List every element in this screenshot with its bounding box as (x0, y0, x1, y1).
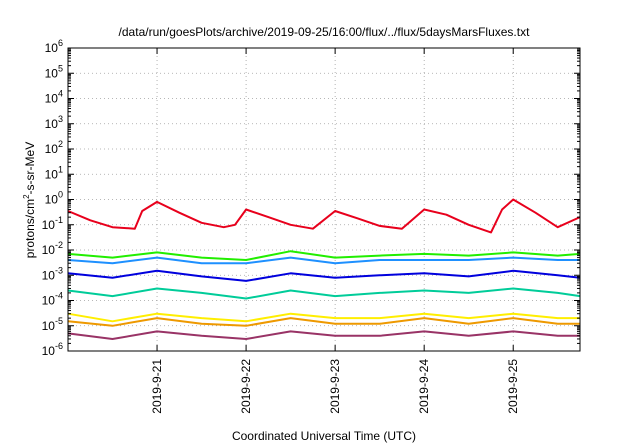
y-tick-label: 10-3 (42, 265, 63, 282)
x-tick-label: 2019-9-24 (417, 359, 431, 414)
y-tick-label: 104 (45, 89, 63, 106)
series-line-3 (67, 256, 580, 265)
y-tick-label: 10-1 (42, 215, 63, 232)
series-line-1 (67, 198, 581, 234)
y-tick-label: 10-6 (42, 341, 63, 358)
y-tick-label: 10-2 (42, 240, 63, 257)
y-axis: 10-6 10-5 10-4 10-3 10-2 10-1 100 101 102 103 104 1… (42, 38, 580, 358)
series-line-7 (67, 317, 580, 327)
y-tick-label: 105 (45, 63, 63, 80)
series-layer (67, 198, 581, 340)
y-tick-label: 106 (45, 38, 63, 55)
y-tick-label: 101 (45, 164, 63, 181)
series-line-2 (67, 250, 581, 261)
y-axis-title-main: protons/cm (23, 199, 37, 258)
x-tick-label: 2019-9-22 (239, 359, 253, 414)
series-line-4 (67, 269, 581, 282)
y-axis-title-superscript: 2 (22, 194, 31, 199)
series-line-5 (67, 287, 581, 300)
y-tick-label: 100 (45, 190, 63, 207)
x-tick-label: 2019-9-25 (506, 359, 520, 414)
y-tick-label: 10-5 (42, 316, 63, 333)
y-tick-label: 10-4 (42, 291, 63, 308)
y-axis-title: protons/cm2-s-sr-MeV (22, 142, 37, 258)
series-line-8 (67, 330, 580, 340)
y-tick-label: 103 (45, 114, 63, 131)
y-axis-title-rest: -s-sr-MeV (23, 142, 37, 195)
x-axis-title: Coordinated Universal Time (UTC) (232, 429, 416, 443)
grid (68, 48, 580, 351)
x-axis: 2019-9-21 2019-9-22 2019-9-23 2019-9-24 2019… (150, 48, 520, 414)
x-tick-label: 2019-9-23 (328, 359, 342, 414)
series-line-6 (67, 312, 580, 323)
x-tick-label: 2019-9-21 (150, 359, 164, 414)
chart-title: /data/run/goesPlots/archive/2019-09-25/1… (119, 25, 531, 39)
y-tick-label: 102 (45, 139, 63, 156)
